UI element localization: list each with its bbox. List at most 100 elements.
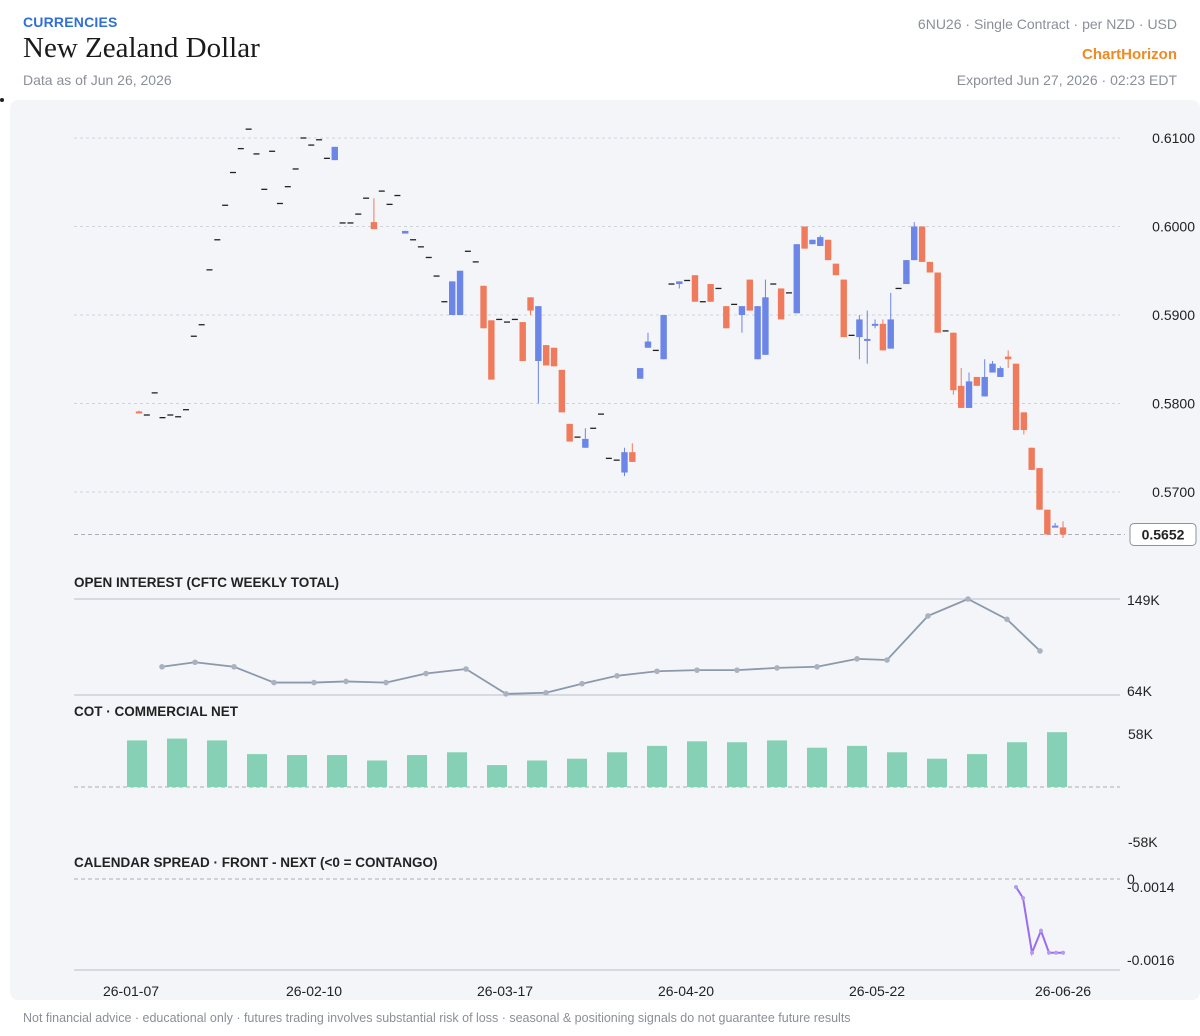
chart-panel — [10, 100, 1200, 1000]
candle-up — [1051, 525, 1059, 528]
candle-up — [402, 230, 409, 234]
cot-title: COT · COMMERCIAL NET — [74, 704, 239, 719]
cot-bar — [167, 738, 187, 787]
candle-down — [542, 345, 550, 366]
cot-bar — [847, 745, 867, 787]
candle-up — [582, 438, 589, 448]
brand-logo: ChartHorizon — [1082, 46, 1177, 63]
spread-point — [1039, 928, 1043, 933]
price-y-tick: 0.6100 — [1152, 130, 1195, 146]
candle-up — [738, 306, 746, 315]
oi-point — [884, 657, 890, 663]
oi-point — [231, 663, 237, 670]
candle-down — [1028, 447, 1035, 470]
candle-up — [856, 319, 863, 338]
candle-down — [480, 285, 487, 329]
candle-down — [691, 275, 699, 302]
last-price-badge — [1129, 522, 1197, 546]
candle-down — [370, 222, 378, 230]
candle-down — [1044, 509, 1051, 535]
candle-up — [762, 297, 769, 355]
cot-bar — [607, 752, 627, 787]
candle-down — [519, 322, 526, 362]
cot-bar — [927, 758, 947, 787]
candle-up — [793, 244, 800, 314]
oi-point — [192, 659, 198, 666]
spread-title: CALENDAR SPREAD · FRONT - NEXT (<0 = CON… — [74, 855, 438, 870]
candle-up — [871, 323, 879, 326]
candle-up — [903, 260, 910, 285]
oi-y-tick: 149K — [1127, 592, 1160, 608]
spread-point — [1021, 895, 1025, 900]
candle-up — [965, 381, 973, 408]
oi-point — [925, 613, 931, 619]
candle-down — [1036, 468, 1043, 510]
oi-point — [965, 596, 971, 602]
candle-up — [754, 306, 761, 360]
oi-point — [543, 689, 549, 696]
candle-up — [636, 368, 644, 379]
x-axis-tick: 26-03-17 — [477, 983, 533, 999]
oi-point — [579, 680, 585, 687]
oi-point — [734, 667, 740, 673]
cot-bar — [287, 755, 307, 787]
candle-down — [801, 226, 808, 249]
oi-point — [774, 665, 780, 671]
cot-bar — [367, 760, 387, 787]
candle-down — [550, 347, 558, 367]
oi-y-tick: 64K — [1127, 683, 1153, 699]
candle-down — [527, 297, 534, 311]
page-title: New Zealand Dollar — [23, 32, 260, 64]
oi-point — [271, 679, 277, 686]
cot-bar — [807, 747, 827, 787]
candle-down — [629, 452, 636, 462]
candle-down — [558, 369, 566, 413]
oi-point — [311, 679, 317, 686]
price-y-tick: 0.5700 — [1152, 484, 1195, 500]
cot-bar — [247, 754, 267, 787]
cot-bar — [567, 758, 587, 787]
candle-up — [621, 452, 628, 473]
x-axis-tick: 26-04-20 — [658, 983, 714, 999]
candle-down — [488, 320, 495, 380]
candle-up — [981, 376, 988, 397]
candle-down — [723, 306, 730, 329]
cot-bar — [1007, 742, 1027, 787]
cot-bar — [127, 740, 147, 787]
oi-point — [1037, 648, 1043, 654]
candle-down — [879, 323, 887, 351]
spread-y-tick: -0.0014 — [1127, 879, 1175, 895]
cot-bar — [447, 752, 467, 787]
cot-bar — [407, 755, 427, 787]
candle-down — [950, 332, 957, 391]
spread-point — [1061, 950, 1065, 955]
candle-down — [934, 272, 941, 333]
candle-down — [926, 261, 934, 273]
x-axis-tick: 26-06-26 — [1035, 983, 1091, 999]
cot-bar — [207, 740, 227, 787]
x-axis-tick: 26-02-10 — [286, 983, 342, 999]
disclaimer-footer: Not financial advice · educational only … — [23, 1011, 851, 1025]
spread-zero-label: 0 — [1127, 871, 1135, 887]
oi-point — [854, 656, 860, 662]
oi-point — [694, 667, 700, 673]
cot-bar — [1047, 732, 1067, 787]
spread-point — [1014, 885, 1018, 889]
x-axis-tick: 26-01-07 — [103, 983, 159, 999]
candle-up — [456, 270, 464, 315]
price-y-tick: 0.6000 — [1152, 219, 1195, 235]
candle-down — [135, 411, 143, 414]
spread-point — [1047, 950, 1051, 955]
oi-point — [503, 691, 509, 697]
price-y-tick: 0.5900 — [1152, 307, 1195, 323]
cot-bar — [687, 741, 707, 787]
candle-up — [644, 341, 652, 348]
oi-series-line — [161, 598, 1041, 695]
candle-down — [824, 239, 832, 261]
oi-point — [1004, 616, 1010, 623]
candle-up — [887, 319, 894, 349]
candle-down — [1020, 412, 1028, 431]
candle-down — [746, 279, 753, 311]
candle-down — [832, 263, 840, 276]
